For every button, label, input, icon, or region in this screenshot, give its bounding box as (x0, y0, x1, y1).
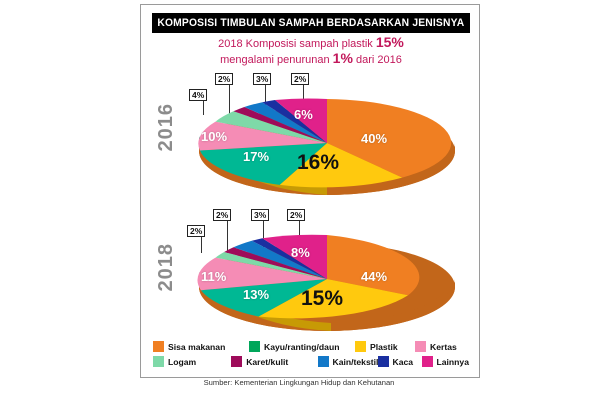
callout-2018-karet: 2% (213, 209, 232, 221)
year-label-2016: 2016 (155, 103, 177, 152)
subtitle-line-1-text: 2018 Komposisi sampah plastik (218, 38, 376, 50)
leader-line-2018-kaca (299, 221, 300, 245)
subtitle-line-2-text: mengalami penurunan (220, 54, 333, 66)
legend-item-logam[interactable]: Logam (153, 356, 231, 367)
leader-line-2016-kain (265, 85, 266, 113)
legend-label-kertas: Kertas (430, 341, 457, 352)
legend-swatch-lainnya (421, 356, 433, 367)
pie-chart-2016: 4% 2% 3% 2% (181, 71, 473, 199)
callout-2018-kaca: 2% (287, 209, 306, 221)
legend-item-kaca[interactable]: Kaca (377, 356, 422, 367)
legend-label-lainnya: Lainnya (436, 356, 469, 367)
leader-line-2018-kain (263, 221, 264, 249)
legend-item-karet-kulit[interactable]: Karet/kulit (231, 356, 317, 367)
legend-swatch-kaca (377, 356, 389, 367)
slice-label-2016-kertas: 10% (201, 129, 228, 144)
infographic-panel: KOMPOSISI TIMBULAN SAMPAH BERDASARKAN JE… (140, 4, 480, 378)
legend-swatch-kertas (415, 341, 426, 352)
legend-swatch-sisa-makanan (153, 341, 164, 352)
leader-line-2016-kaca (303, 85, 304, 111)
legend-label-kain-tekstil: Kain/tekstil (332, 356, 379, 367)
subtitle-decrease-percent: 1% (332, 50, 353, 66)
page-title: KOMPOSISI TIMBULAN SAMPAH BERDASARKAN JE… (152, 13, 470, 33)
legend-label-sisa-makanan: Sisa makanan (168, 341, 226, 352)
slice-label-2016-kayu: 17% (243, 149, 270, 164)
slice-label-2018-plastik: 15% (301, 287, 344, 310)
legend-item-plastik[interactable]: Plastik (355, 341, 415, 352)
slice-label-2018-kertas: 11% (201, 269, 227, 284)
legend-swatch-logam (153, 356, 164, 367)
callout-2016-logam: 4% (189, 89, 208, 101)
leader-line-2018-karet (227, 221, 228, 253)
legend-item-lainnya[interactable]: Lainnya (421, 356, 469, 367)
slice-label-2018-sisa-makanan: 44% (361, 269, 388, 284)
leader-line-2016-karet (229, 85, 230, 117)
legend-label-plastik: Plastik (370, 341, 398, 352)
pie-chart-2018: 2% 2% 3% 2% (181, 207, 473, 335)
pie-2018-canvas: 44% 15% 13% 11% 8% (181, 225, 473, 335)
pie-2016-canvas: 40% 16% 17% 10% 6% (181, 89, 473, 199)
legend-swatch-karet-kulit (231, 356, 243, 367)
slice-label-2016-sisa-makanan: 40% (361, 131, 388, 146)
legend-swatch-kain-tekstil (317, 356, 329, 367)
subtitle-line-2-tail: dari 2016 (352, 54, 402, 66)
legend-row-1: Sisa makanan Kayu/ranting/daun Plastik K… (153, 341, 469, 352)
slice-label-2016-plastik: 16% (297, 151, 340, 174)
legend-label-kaca: Kaca (392, 356, 414, 367)
legend-row-2: Logam Karet/kulit Kain/tekstil Kaca Lain… (153, 356, 469, 367)
legend-label-karet-kulit: Karet/kulit (246, 356, 289, 367)
subtitle: 2018 Komposisi sampah plastik 15% mengal… (141, 35, 481, 67)
legend-item-sisa-makanan[interactable]: Sisa makanan (153, 341, 249, 352)
pie-2018-svg (197, 234, 455, 331)
slice-label-2018-kayu: 13% (243, 287, 270, 302)
legend-swatch-plastik (355, 341, 366, 352)
legend-item-kayu-ranting-daun[interactable]: Kayu/ranting/daun (249, 341, 355, 352)
legend-item-kain-tekstil[interactable]: Kain/tekstil (317, 356, 379, 367)
source-note: Sumber: Kementerian Lingkungan Hidup dan… (0, 378, 600, 387)
subtitle-line-1: 2018 Komposisi sampah plastik 15% (141, 35, 481, 51)
legend-swatch-kayu-ranting-daun (249, 341, 260, 352)
subtitle-line-2: mengalami penurunan 1% dari 2016 (141, 51, 481, 67)
subtitle-plastic-percent: 15% (375, 34, 404, 50)
page-title-text: KOMPOSISI TIMBULAN SAMPAH BERDASARKAN JE… (157, 17, 465, 29)
callout-2016-karet: 2% (215, 73, 234, 85)
callout-2018-kain: 3% (251, 209, 270, 221)
legend-label-logam: Logam (168, 356, 197, 367)
callout-2016-kaca: 2% (291, 73, 310, 85)
year-label-2018: 2018 (155, 243, 177, 292)
legend-label-kayu-ranting-daun: Kayu/ranting/daun (264, 341, 340, 352)
legend: Sisa makanan Kayu/ranting/daun Plastik K… (153, 341, 469, 371)
slice-label-2016-lainnya: 6% (294, 107, 313, 122)
callout-2018-logam: 2% (187, 225, 206, 237)
legend-item-kertas[interactable]: Kertas (415, 341, 457, 352)
source-note-text: Sumber: Kementerian Lingkungan Hidup dan… (203, 378, 395, 387)
callout-2016-kain: 3% (253, 73, 272, 85)
leader-line-2018-logam (201, 237, 202, 253)
leader-line-2016-logam (203, 101, 204, 115)
slice-label-2018-lainnya: 8% (291, 245, 310, 260)
pie-2016-svg (198, 98, 455, 195)
